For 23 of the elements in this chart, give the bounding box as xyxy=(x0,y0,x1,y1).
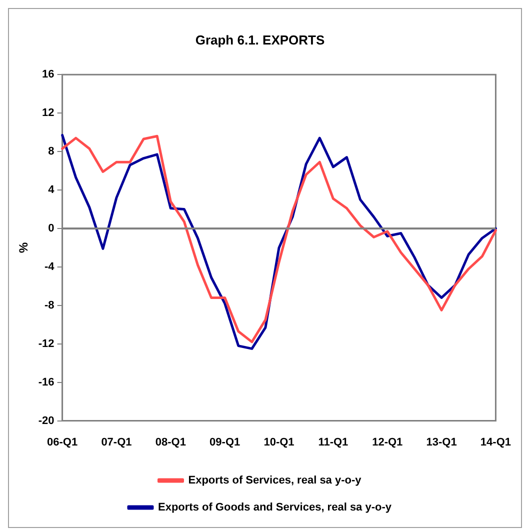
y-axis-title: % xyxy=(16,242,31,254)
y-tick-label: -12 xyxy=(38,338,54,350)
y-tick-label: 4 xyxy=(48,184,56,196)
x-tick-label: 10-Q1 xyxy=(264,436,294,448)
y-tick-label: 0 xyxy=(48,222,54,234)
chart-title: Graph 6.1. EXPORTS xyxy=(195,32,325,48)
legend-label: Exports of Goods and Services, real sa y-o-y xyxy=(158,502,392,514)
y-tick-label: -4 xyxy=(44,260,56,273)
x-tick-label: 14-Q1 xyxy=(480,436,512,448)
x-tick-label: 12-Q1 xyxy=(372,436,403,448)
x-tick-label: 13-Q1 xyxy=(426,436,457,448)
x-tick-label: 09-Q1 xyxy=(210,436,240,448)
x-tick-label: 08-Q1 xyxy=(155,436,186,448)
x-tick-label: 07-Q1 xyxy=(101,436,132,448)
y-tick-label: 16 xyxy=(42,68,54,81)
legend-label: Exports of Services, real sa y-o-y xyxy=(188,474,362,487)
y-tick-label: -8 xyxy=(44,299,54,312)
x-tick-label: 06-Q1 xyxy=(47,436,78,448)
y-tick-label: -16 xyxy=(38,376,54,388)
y-tick-label: -20 xyxy=(38,414,54,427)
y-tick-label: 12 xyxy=(42,107,54,120)
x-tick-label: 11-Q1 xyxy=(318,436,348,448)
y-tick-label: 8 xyxy=(48,146,54,158)
